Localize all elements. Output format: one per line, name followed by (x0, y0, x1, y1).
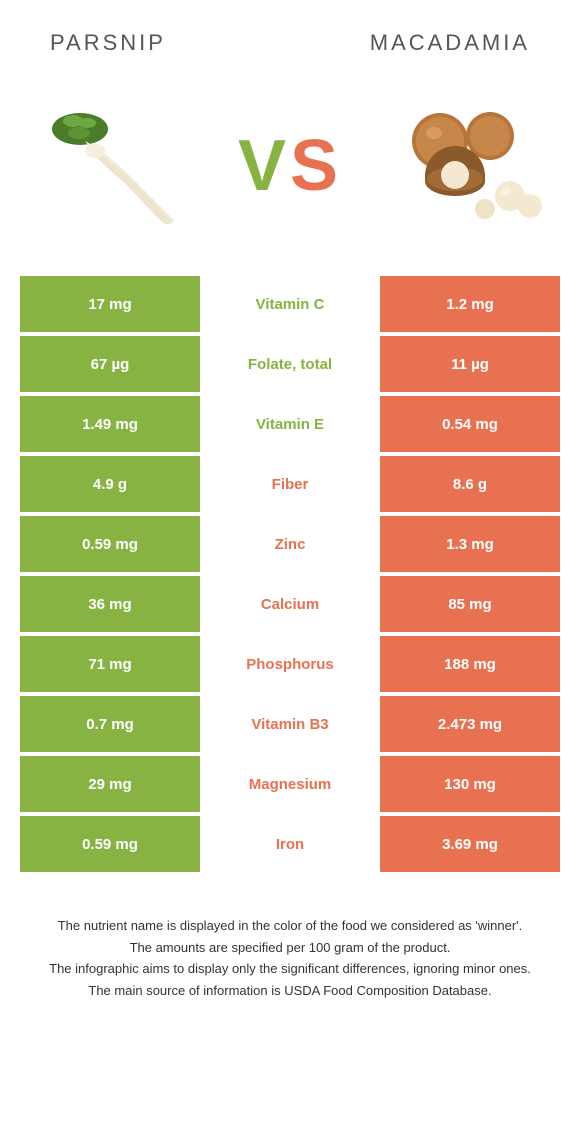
hero-section: VS (0, 76, 580, 276)
nutrient-name-cell: Vitamin B3 (200, 696, 380, 752)
comparison-table: 17 mgVitamin C1.2 mg67 µgFolate, total11… (20, 276, 560, 872)
left-value-cell: 17 mg (20, 276, 200, 332)
right-value-cell: 2.473 mg (380, 696, 560, 752)
table-row: 0.59 mgIron3.69 mg (20, 816, 560, 872)
table-row: 0.59 mgZinc1.3 mg (20, 516, 560, 572)
nutrient-name-cell: Phosphorus (200, 636, 380, 692)
right-food-title: MACADAMIA (370, 30, 530, 56)
table-row: 71 mgPhosphorus188 mg (20, 636, 560, 692)
table-row: 0.7 mgVitamin B32.473 mg (20, 696, 560, 752)
nutrient-name-cell: Zinc (200, 516, 380, 572)
right-value-cell: 8.6 g (380, 456, 560, 512)
left-value-cell: 0.59 mg (20, 816, 200, 872)
left-value-cell: 4.9 g (20, 456, 200, 512)
vs-v-letter: V (238, 126, 290, 206)
footer-line-1: The nutrient name is displayed in the co… (30, 916, 550, 936)
parsnip-image (30, 96, 200, 236)
right-value-cell: 130 mg (380, 756, 560, 812)
macadamia-image (380, 96, 550, 236)
footer-line-3: The infographic aims to display only the… (30, 959, 550, 979)
nutrient-name-cell: Iron (200, 816, 380, 872)
table-row: 29 mgMagnesium130 mg (20, 756, 560, 812)
table-row: 1.49 mgVitamin E0.54 mg (20, 396, 560, 452)
left-value-cell: 29 mg (20, 756, 200, 812)
left-value-cell: 36 mg (20, 576, 200, 632)
vs-label: VS (238, 125, 342, 207)
right-value-cell: 11 µg (380, 336, 560, 392)
left-value-cell: 71 mg (20, 636, 200, 692)
right-value-cell: 0.54 mg (380, 396, 560, 452)
table-row: 36 mgCalcium85 mg (20, 576, 560, 632)
right-value-cell: 188 mg (380, 636, 560, 692)
left-value-cell: 0.59 mg (20, 516, 200, 572)
right-value-cell: 1.3 mg (380, 516, 560, 572)
table-row: 4.9 gFiber8.6 g (20, 456, 560, 512)
nutrient-name-cell: Magnesium (200, 756, 380, 812)
footer-line-2: The amounts are specified per 100 gram o… (30, 938, 550, 958)
left-value-cell: 1.49 mg (20, 396, 200, 452)
nutrient-name-cell: Folate, total (200, 336, 380, 392)
right-value-cell: 1.2 mg (380, 276, 560, 332)
footer-line-4: The main source of information is USDA F… (30, 981, 550, 1001)
table-row: 67 µgFolate, total11 µg (20, 336, 560, 392)
nutrient-name-cell: Calcium (200, 576, 380, 632)
left-value-cell: 0.7 mg (20, 696, 200, 752)
left-value-cell: 67 µg (20, 336, 200, 392)
nutrient-name-cell: Vitamin C (200, 276, 380, 332)
right-value-cell: 85 mg (380, 576, 560, 632)
left-food-title: PARSNIP (50, 30, 166, 56)
vs-s-letter: S (290, 126, 342, 206)
nutrient-name-cell: Vitamin E (200, 396, 380, 452)
macadamia-icon (380, 101, 550, 231)
table-row: 17 mgVitamin C1.2 mg (20, 276, 560, 332)
nutrient-name-cell: Fiber (200, 456, 380, 512)
footer-notes: The nutrient name is displayed in the co… (0, 876, 580, 1022)
header: PARSNIP MACADAMIA (0, 0, 580, 76)
parsnip-icon (35, 101, 195, 231)
right-value-cell: 3.69 mg (380, 816, 560, 872)
